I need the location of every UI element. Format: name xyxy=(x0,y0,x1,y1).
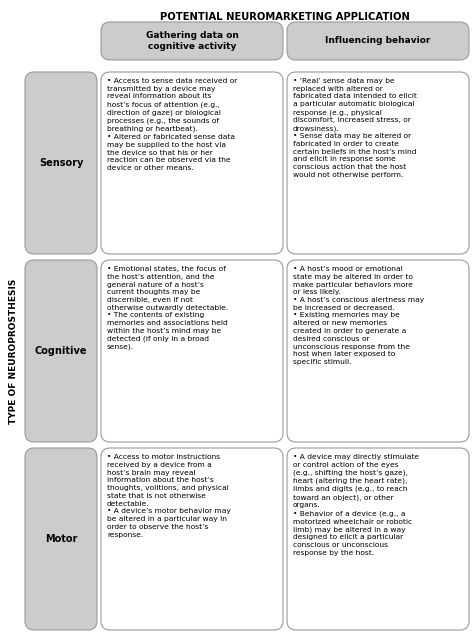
FancyBboxPatch shape xyxy=(287,448,469,630)
Text: • Emotional states, the focus of
the host’s attention, and the
general nature of: • Emotional states, the focus of the hos… xyxy=(107,266,228,351)
Text: Gathering data on
cognitive activity: Gathering data on cognitive activity xyxy=(146,31,238,51)
Text: TYPE OF NEUROPROSTHESIS: TYPE OF NEUROPROSTHESIS xyxy=(9,278,18,424)
Text: • A device may directly stimulate
or control action of the eyes
(e.g., shifting : • A device may directly stimulate or con… xyxy=(293,454,419,556)
FancyBboxPatch shape xyxy=(287,72,469,254)
FancyBboxPatch shape xyxy=(101,448,283,630)
FancyBboxPatch shape xyxy=(101,72,283,254)
FancyBboxPatch shape xyxy=(287,22,469,60)
Text: • Access to sense data received or
transmitted by a device may
reveal informatio: • Access to sense data received or trans… xyxy=(107,78,237,171)
FancyBboxPatch shape xyxy=(287,260,469,442)
FancyBboxPatch shape xyxy=(25,260,97,442)
Text: • Access to motor instructions
received by a device from a
host’s brain may reve: • Access to motor instructions received … xyxy=(107,454,231,538)
Text: • ‘Real’ sense data may be
replaced with altered or
fabricated data intended to : • ‘Real’ sense data may be replaced with… xyxy=(293,78,417,178)
Text: • A host’s mood or emotional
state may be altered in order to
make particular be: • A host’s mood or emotional state may b… xyxy=(293,266,424,365)
Text: Sensory: Sensory xyxy=(39,158,83,168)
FancyBboxPatch shape xyxy=(101,22,283,60)
Text: POTENTIAL NEUROMARKETING APPLICATION: POTENTIAL NEUROMARKETING APPLICATION xyxy=(160,12,410,22)
FancyBboxPatch shape xyxy=(101,260,283,442)
Text: Cognitive: Cognitive xyxy=(35,346,87,356)
Text: Motor: Motor xyxy=(45,534,77,544)
Text: Influencing behavior: Influencing behavior xyxy=(325,37,431,46)
FancyBboxPatch shape xyxy=(25,72,97,254)
FancyBboxPatch shape xyxy=(25,448,97,630)
